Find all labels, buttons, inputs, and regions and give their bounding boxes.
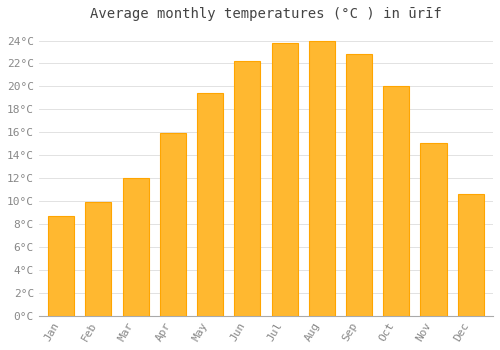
Bar: [122, 178, 148, 316]
Bar: [383, 86, 409, 316]
Bar: [308, 41, 335, 316]
Title: Average monthly temperatures (°C ) in ūrīf: Average monthly temperatures (°C ) in ūr…: [90, 7, 442, 21]
Bar: [86, 202, 112, 316]
Bar: [420, 142, 446, 316]
Bar: [197, 93, 223, 316]
Bar: [346, 54, 372, 316]
Bar: [234, 61, 260, 316]
Bar: [272, 43, 297, 316]
Bar: [48, 216, 74, 316]
Bar: [160, 133, 186, 316]
Bar: [458, 194, 483, 316]
